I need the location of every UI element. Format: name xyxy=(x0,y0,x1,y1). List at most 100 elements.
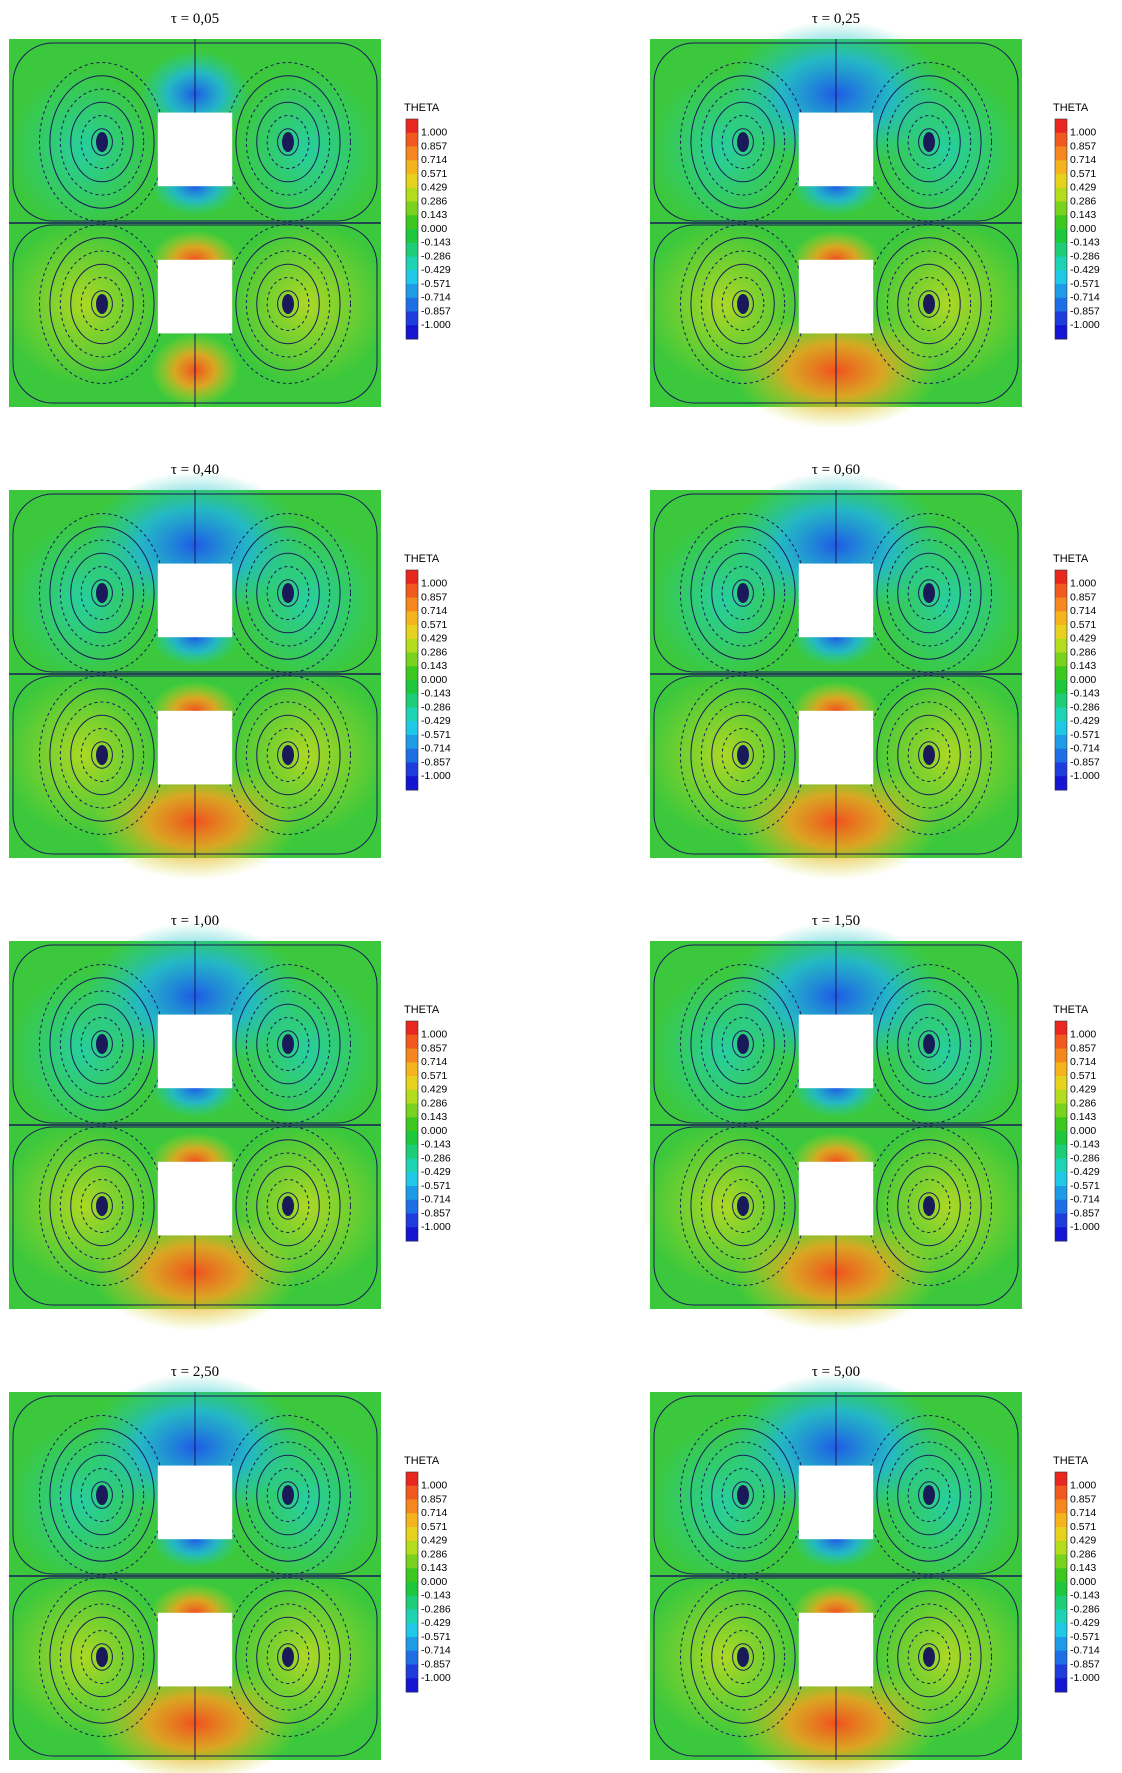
streamline xyxy=(732,290,754,318)
legend-swatch xyxy=(1055,146,1067,161)
legend-swatch xyxy=(1055,1089,1067,1104)
legend-label: -0.571 xyxy=(1070,278,1100,290)
legend-label: 0.286 xyxy=(421,1548,447,1560)
legend-swatch xyxy=(1055,1227,1067,1242)
legend-title: THETA xyxy=(1053,553,1089,565)
panel: τ = 0,40THETA1.0000.8570.7140.5710.4290.… xyxy=(1,462,451,881)
legend-label: 0.714 xyxy=(1070,605,1096,617)
legend-swatch xyxy=(1055,1540,1067,1555)
legend-swatch xyxy=(406,1213,418,1228)
legend-label: 0.571 xyxy=(421,168,447,180)
vortex-core xyxy=(923,744,935,765)
streamline xyxy=(277,1643,299,1671)
streamline xyxy=(918,1030,940,1058)
streamline xyxy=(49,237,155,371)
legend-label: -0.143 xyxy=(421,1590,451,1602)
legend-label: 0.000 xyxy=(1070,674,1096,686)
streamline xyxy=(721,1629,765,1684)
streamline xyxy=(876,526,982,660)
legend-swatch xyxy=(406,1485,418,1500)
legend-label: 0.571 xyxy=(421,619,447,631)
legend-swatch xyxy=(1055,1554,1067,1569)
legend-swatch xyxy=(406,1650,418,1665)
legend-swatch xyxy=(406,146,418,161)
streamline xyxy=(235,1590,341,1724)
legend-label: -0.571 xyxy=(1070,1631,1100,1643)
legend-swatch xyxy=(1055,160,1067,175)
legend-label: 0.000 xyxy=(421,674,447,686)
legend-title: THETA xyxy=(404,553,440,565)
legend-swatch xyxy=(1055,721,1067,736)
streamline xyxy=(732,1030,754,1058)
legend-swatch xyxy=(1055,666,1067,681)
legend-label: -0.857 xyxy=(421,305,451,317)
legend-label: -0.429 xyxy=(1070,1166,1100,1178)
panel: τ = 5,00THETA1.0000.8570.7140.5710.4290.… xyxy=(642,1364,1100,1773)
vortex-core xyxy=(737,1195,749,1216)
legend-label: 1.000 xyxy=(1070,127,1096,139)
streamline xyxy=(700,990,786,1098)
vortex-core xyxy=(737,1034,749,1055)
legend-label: 0.143 xyxy=(421,1562,447,1574)
streamline xyxy=(711,1454,775,1536)
obstacle xyxy=(157,1612,233,1687)
legend-swatch xyxy=(1055,652,1067,667)
legend-label: -0.143 xyxy=(1070,1139,1100,1151)
legend-swatch xyxy=(1055,735,1067,750)
streamline xyxy=(711,101,775,183)
legend-swatch xyxy=(1055,311,1067,326)
obstacle xyxy=(798,1014,874,1089)
obstacle xyxy=(798,563,874,638)
legend-swatch xyxy=(406,1554,418,1569)
streamline xyxy=(266,1178,310,1233)
obstacle xyxy=(157,112,233,187)
streamline xyxy=(256,1616,320,1698)
streamline xyxy=(70,101,134,183)
streamline xyxy=(91,128,113,156)
legend-label: -0.286 xyxy=(421,1152,451,1164)
legend-label: 0.000 xyxy=(421,1576,447,1588)
streamline xyxy=(876,1590,982,1724)
legend-label: -0.286 xyxy=(1070,250,1100,262)
vortex-core xyxy=(737,293,749,314)
legend-label: -0.286 xyxy=(421,1603,451,1615)
legend-label: 0.857 xyxy=(1070,1042,1096,1054)
streamline xyxy=(59,701,145,809)
legend-swatch xyxy=(406,666,418,681)
legend-label: 0.429 xyxy=(1070,1535,1096,1547)
legend-title: THETA xyxy=(404,1004,440,1016)
legend-swatch xyxy=(406,1227,418,1242)
streamline xyxy=(70,1616,134,1698)
streamline xyxy=(245,1441,331,1549)
legend-swatch xyxy=(406,748,418,763)
legend-swatch xyxy=(406,1062,418,1077)
streamline xyxy=(245,250,331,358)
legend-swatch xyxy=(1055,1623,1067,1638)
legend-swatch xyxy=(406,570,418,585)
legend-frame xyxy=(405,1471,419,1693)
streamline xyxy=(700,1152,786,1260)
streamline xyxy=(897,552,961,634)
legend-label: 0.286 xyxy=(421,646,447,658)
legend-swatch xyxy=(406,1172,418,1187)
legend-label: 0.429 xyxy=(1070,182,1096,194)
panel: τ = 1,50THETA1.0000.8570.7140.5710.4290.… xyxy=(642,913,1100,1332)
legend-swatch xyxy=(406,1513,418,1528)
streamline xyxy=(721,1468,765,1523)
legend-swatch xyxy=(406,1089,418,1104)
streamline xyxy=(711,714,775,796)
streamline xyxy=(256,1165,320,1247)
streamline xyxy=(277,1192,299,1220)
legend-label: -0.143 xyxy=(421,237,451,249)
legend-label: -0.143 xyxy=(421,1139,451,1151)
streamline xyxy=(690,237,796,371)
legend-swatch xyxy=(1055,1568,1067,1583)
legend-swatch xyxy=(406,1582,418,1597)
panel: τ = 2,50THETA1.0000.8570.7140.5710.4290.… xyxy=(1,1364,451,1773)
streamline xyxy=(266,727,310,782)
legend-swatch xyxy=(1055,187,1067,202)
legend-swatch xyxy=(1055,1131,1067,1146)
streamline xyxy=(266,566,310,621)
legend-label: 0.714 xyxy=(1070,154,1096,166)
